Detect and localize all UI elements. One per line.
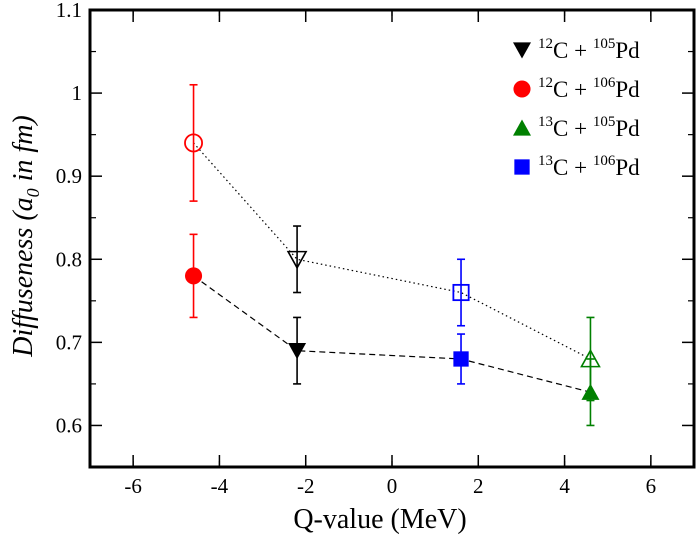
y-axis-label: Diffuseness (a0 in fm) [8,115,43,358]
legend-label-mass-2: 106 [593,75,616,91]
legend-label-element-1: C + [553,38,593,63]
x-axis-label: Q-value (MeV) [293,504,466,535]
marker-circle-filled [184,267,203,285]
legend-label-mass-1: 12 [538,75,553,91]
legend-label-element-1: C + [553,155,593,180]
legend-label-element-1: C + [553,116,593,141]
legend-label-element-2: Pd [615,38,640,63]
legend-item: 12C + 106Pd [513,75,640,102]
legend-label-mass-2: 105 [593,114,616,130]
open-trend-line [193,142,591,360]
y-axis-label-sub: 0 [23,188,43,197]
legend-marker-triangle-up [513,119,531,136]
x-tick-label: -4 [211,474,229,498]
y-tick-label: 1 [72,81,83,105]
legend-label: 12C + 106Pd [538,75,640,102]
y-axis-label-suffix: in fm) [8,115,39,188]
data-point-filled [288,316,307,385]
x-tick-label: 4 [559,474,570,498]
marker-square-filled [453,351,469,367]
data-point-open [184,83,203,202]
legend-label: 13C + 105Pd [538,114,640,141]
axes: -6 -4 -2 0 2 4 6 0.6 0.7 0.8 0.9 1 1.1 [56,0,696,498]
legend-label-element-2: Pd [615,77,640,102]
marker-square-open [452,283,470,302]
legend-label-mass-1: 13 [538,114,553,130]
plot-content [184,83,601,427]
data-point-open [286,225,308,294]
legend-label-element-1: C + [553,77,593,102]
legend-label-element-2: Pd [615,116,640,141]
legend-item: 13C + 105Pd [513,114,640,141]
filled-trend-line [193,275,591,393]
y-tick-label: 0.9 [56,164,82,188]
data-point-filled [453,333,469,385]
legend-label-mass-1: 12 [538,36,553,52]
y-axis-label-prefix: Diffuseness (a [8,197,39,357]
legend-label-mass-1: 13 [538,153,553,169]
x-tick-label: 6 [646,474,657,498]
legend-label-mass-2: 106 [593,153,616,169]
legend-marker-circle [513,80,531,98]
x-tick-label: -2 [297,474,315,498]
x-tick-label: 0 [387,474,398,498]
legend-marker-triangle-down [513,42,531,59]
legend-marker-square [514,159,530,175]
legend-item: 13C + 106Pd [514,153,640,180]
y-tick-label: 1.1 [56,0,82,22]
y-tick-label: 0.8 [56,247,82,271]
y-tick-label: 0.6 [56,413,82,437]
marker-triangle-down-filled [288,343,307,360]
x-tick-label: -6 [124,474,142,498]
legend-item: 12C + 105Pd [513,36,640,63]
data-point-filled [184,233,203,319]
data-point-open [452,258,470,327]
legend-label: 12C + 105Pd [538,36,640,63]
legend-label: 13C + 106Pd [538,153,640,180]
legend-label-element-2: Pd [615,155,640,180]
x-tick-label: 2 [473,474,484,498]
marker-circle-open [184,133,203,153]
y-tick-label: 0.7 [56,330,82,354]
marker-triangle-down-open [286,250,308,270]
data-point-filled [581,358,600,427]
marker-triangle-up-filled [581,383,600,400]
legend-label-mass-2: 105 [593,36,616,52]
